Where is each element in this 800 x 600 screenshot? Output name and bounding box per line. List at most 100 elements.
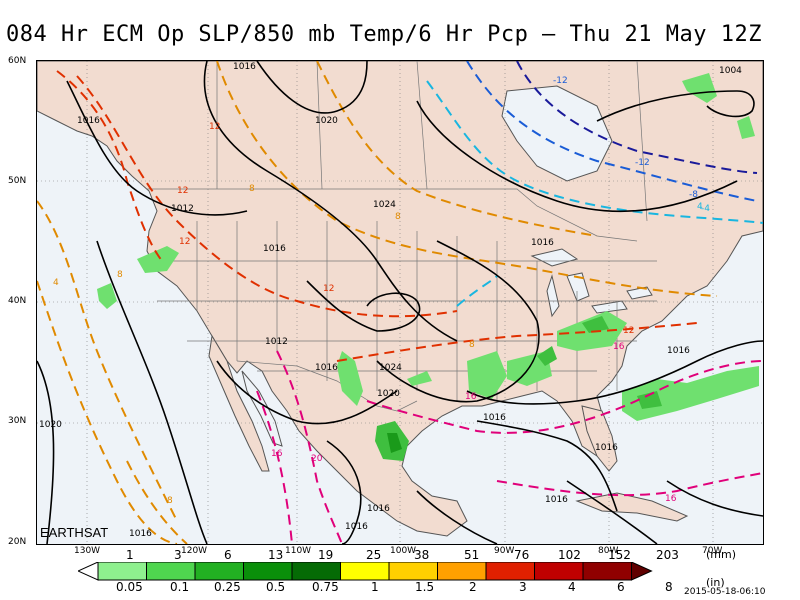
scale-cell: [485, 562, 535, 581]
temp-label: -8: [689, 190, 698, 200]
scale-arrow-left: [78, 562, 99, 581]
credit-label: EARTHSAT: [40, 525, 109, 540]
temp-label: 8: [167, 496, 173, 506]
scale-mm-label: 102: [558, 548, 581, 562]
isobar-label: 1016: [667, 346, 690, 356]
isobar-label: 1020: [39, 420, 62, 430]
scale-mm-label: 152: [608, 548, 631, 562]
isobar-label: 1016: [345, 522, 368, 532]
temp-label-group: 12 8 12 12 8 4 12 8 -12 -12 -8 -4 8 12 1…: [53, 76, 710, 506]
lon-label-80w: 80W: [598, 546, 619, 556]
scale-mm-label: 25: [366, 548, 382, 562]
graticule: [37, 61, 763, 544]
temp-label: -4: [701, 204, 710, 214]
isobar-label: 1020: [377, 389, 400, 399]
lon-label-100w: 100W: [390, 546, 417, 556]
scale-arrow-right: [631, 562, 653, 581]
scale-cell: [291, 562, 341, 581]
lat-label-40n: 40N: [8, 296, 27, 306]
scale-cells: [78, 562, 653, 581]
isobar-label: 1012: [265, 337, 288, 347]
scale-in-label: 0.5: [266, 580, 286, 594]
temp-label: 12: [179, 237, 190, 247]
scale-in-label: 2: [469, 580, 477, 594]
temp-label: 12: [323, 284, 334, 294]
scale-in-label: 3: [519, 580, 527, 594]
isobar-label: 1016: [545, 495, 568, 505]
temp-label: 16: [613, 342, 625, 352]
isobar-label: 1016: [77, 116, 100, 126]
temp-label: 12: [177, 186, 188, 196]
isobar-label: 1012: [171, 204, 194, 214]
scale-mm-label: 3: [174, 548, 182, 562]
cuba: [575, 492, 689, 522]
precip-color-scale: [78, 562, 653, 581]
scale-in-label: 0.1: [170, 580, 190, 594]
temp-label: 8: [249, 184, 255, 194]
hudson-bay: [501, 85, 613, 182]
isobar-label: 1004: [719, 66, 742, 76]
lat-label-30n: 30N: [8, 416, 27, 426]
map-panel: 1016 1020 1012 1024 1016 1016 1012 1016 …: [36, 60, 764, 545]
lon-label-70w: 70W: [702, 546, 723, 556]
scale-in-label: 4: [568, 580, 576, 594]
isobar-label: 1016: [595, 443, 618, 453]
scale-mm-unit: (mm): [706, 548, 737, 561]
scale-in-label: 1.5: [415, 580, 435, 594]
isobar-label: 1020: [315, 116, 338, 126]
scale-cell: [194, 562, 244, 581]
scale-mm-label: 19: [318, 548, 334, 562]
lon-label-110w: 110W: [285, 546, 312, 556]
isobar-label: 1016: [233, 62, 256, 72]
temp-label: 16: [465, 392, 477, 402]
temp-label: -12: [553, 76, 568, 86]
temp-contours: [37, 61, 763, 544]
temp-label: 20: [311, 454, 323, 464]
isobar-label: 1016: [531, 238, 554, 248]
scale-in-label: 0.25: [214, 580, 241, 594]
scale-cell: [340, 562, 390, 581]
temp-label: 16: [665, 494, 677, 504]
scale-mm-label: 1: [126, 548, 134, 562]
temp-label: 12: [623, 326, 634, 336]
isobar-label: 1016: [315, 363, 338, 373]
isobar-label: 1024: [379, 363, 402, 373]
lat-label-50n: 50N: [8, 176, 27, 186]
isobar-label: 1016: [263, 244, 286, 254]
isobar-label: 1016: [483, 413, 506, 423]
isobars: [37, 61, 763, 544]
temp-label: 4: [53, 278, 59, 288]
scale-cell: [146, 562, 196, 581]
scale-cell: [97, 562, 147, 581]
isobar-label: 1016: [367, 504, 390, 514]
isobar-label: 1024: [373, 200, 396, 210]
isobar-label-group: 1016 1020 1012 1024 1016 1016 1012 1016 …: [39, 62, 742, 539]
timestamp: 2015-05-18-06:10: [684, 587, 766, 597]
scale-cell: [534, 562, 584, 581]
temp-label: 4: [697, 202, 703, 212]
scale-in-label: 1: [371, 580, 379, 594]
scale-cell: [243, 562, 293, 581]
isobar-label: 1016: [129, 529, 152, 539]
temp-label: 8: [117, 270, 123, 280]
scale-mm-label: 203: [656, 548, 679, 562]
scale-mm-label: 13: [268, 548, 284, 562]
scale-in-label: 0.05: [116, 580, 143, 594]
north-america-land: [37, 61, 763, 537]
temp-label: 8: [469, 340, 475, 350]
scale-in-label: 8: [665, 580, 673, 594]
chart-title: 084 Hr ECM Op SLP/850 mb Temp/6 Hr Pcp –…: [6, 22, 762, 47]
scale-mm-label: 6: [224, 548, 232, 562]
lon-label-130w: 130W: [74, 546, 101, 556]
scale-mm-label: 76: [514, 548, 530, 562]
scale-mm-label: 51: [464, 548, 480, 562]
temp-label: 16: [271, 449, 283, 459]
scale-in-unit: (in): [706, 576, 725, 589]
temp-label: 8: [395, 212, 401, 222]
scale-cell: [388, 562, 438, 581]
lat-label-60n: 60N: [8, 56, 27, 66]
temp-label: -12: [635, 158, 650, 168]
scale-cell: [437, 562, 487, 581]
lon-label-90w: 90W: [494, 546, 515, 556]
map-svg: 1016 1020 1012 1024 1016 1016 1012 1016 …: [37, 61, 763, 544]
